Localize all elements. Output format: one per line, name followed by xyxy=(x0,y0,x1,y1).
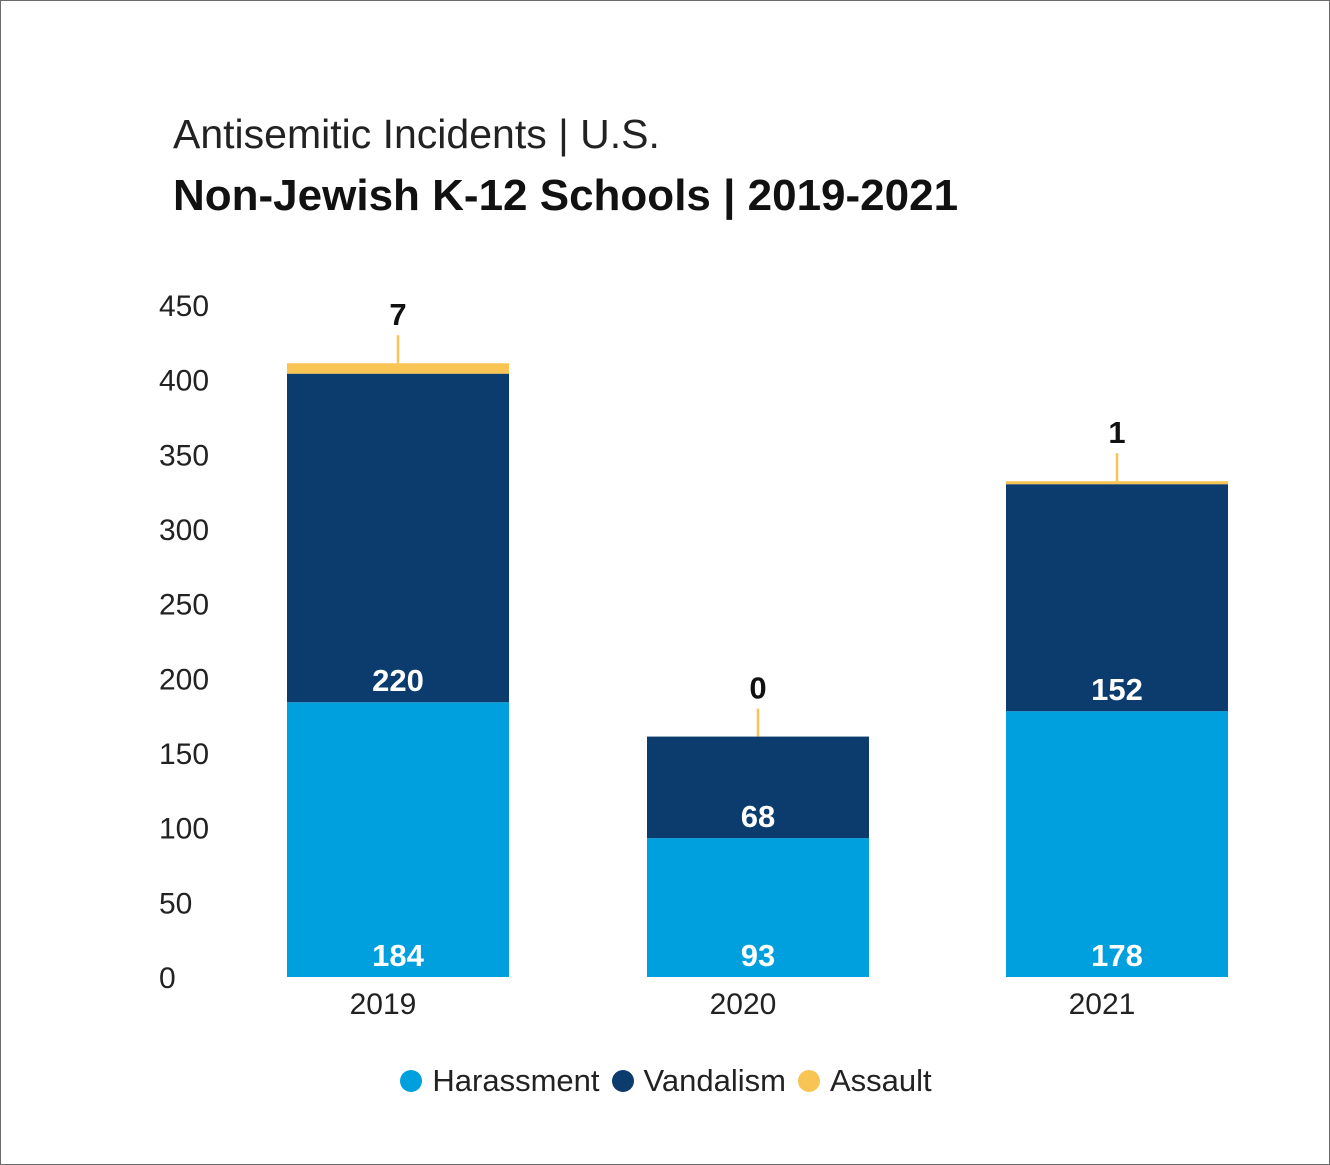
bar-harassment-2020 xyxy=(647,838,869,977)
bar-assault-2019 xyxy=(287,363,509,374)
y-tick-label: 250 xyxy=(159,589,209,622)
x-tick-label: 2019 xyxy=(350,988,417,1021)
bar-vandalism-2020 xyxy=(647,736,869,839)
x-tick-label: 2021 xyxy=(1069,988,1136,1021)
legend-label: Assault xyxy=(829,1063,932,1098)
data-label-vandalism-2021: 152 xyxy=(1091,672,1143,707)
data-label-assault-2021: 1 xyxy=(1108,415,1125,450)
y-tick-label: 0 xyxy=(159,962,176,995)
data-label-harassment-2021: 178 xyxy=(1091,938,1143,973)
bar-vandalism-2021 xyxy=(1006,484,1228,712)
chart-legend: Harassment Vandalism Assault xyxy=(1,1063,1330,1099)
data-label-harassment-2020: 93 xyxy=(741,938,775,973)
legend-swatch-harassment xyxy=(400,1070,423,1092)
y-tick-label: 50 xyxy=(159,887,192,920)
y-tick-label: 300 xyxy=(159,514,209,547)
data-label-vandalism-2020: 68 xyxy=(741,799,775,834)
legend-label: Vandalism xyxy=(643,1063,786,1098)
legend-swatch-vandalism xyxy=(611,1070,634,1092)
chart-plot: 0 50 100 150 200 250 300 350 400 450 184 220 7 2019 93… xyxy=(159,290,1228,1021)
bar-harassment-2019 xyxy=(287,702,509,977)
y-tick-label: 150 xyxy=(159,738,209,771)
bar-vandalism-2019 xyxy=(287,373,509,703)
data-label-assault-2019: 7 xyxy=(389,297,406,332)
data-label-harassment-2019: 184 xyxy=(372,938,424,973)
legend-label: Harassment xyxy=(432,1063,600,1098)
y-tick-label: 350 xyxy=(159,439,209,472)
data-label-vandalism-2019: 220 xyxy=(372,663,424,698)
y-tick-label: 400 xyxy=(159,365,209,398)
bar-assault-2021 xyxy=(1006,481,1228,485)
y-tick-label: 450 xyxy=(159,290,209,323)
legend-swatch-assault xyxy=(797,1070,820,1092)
legend-item-vandalism: Vandalism xyxy=(611,1063,786,1099)
data-label-assault-2020: 0 xyxy=(749,671,766,706)
y-tick-label: 200 xyxy=(159,663,209,696)
bar-harassment-2021 xyxy=(1006,711,1228,977)
x-tick-label: 2020 xyxy=(710,988,777,1021)
y-tick-label: 100 xyxy=(159,813,209,846)
chart-title: Antisemitic Incidents | U.S. xyxy=(173,111,660,157)
legend-item-assault: Assault xyxy=(797,1063,932,1099)
legend-item-harassment: Harassment xyxy=(400,1063,600,1099)
chart-subtitle: Non-Jewish K-12 Schools | 2019-2021 xyxy=(173,171,959,220)
